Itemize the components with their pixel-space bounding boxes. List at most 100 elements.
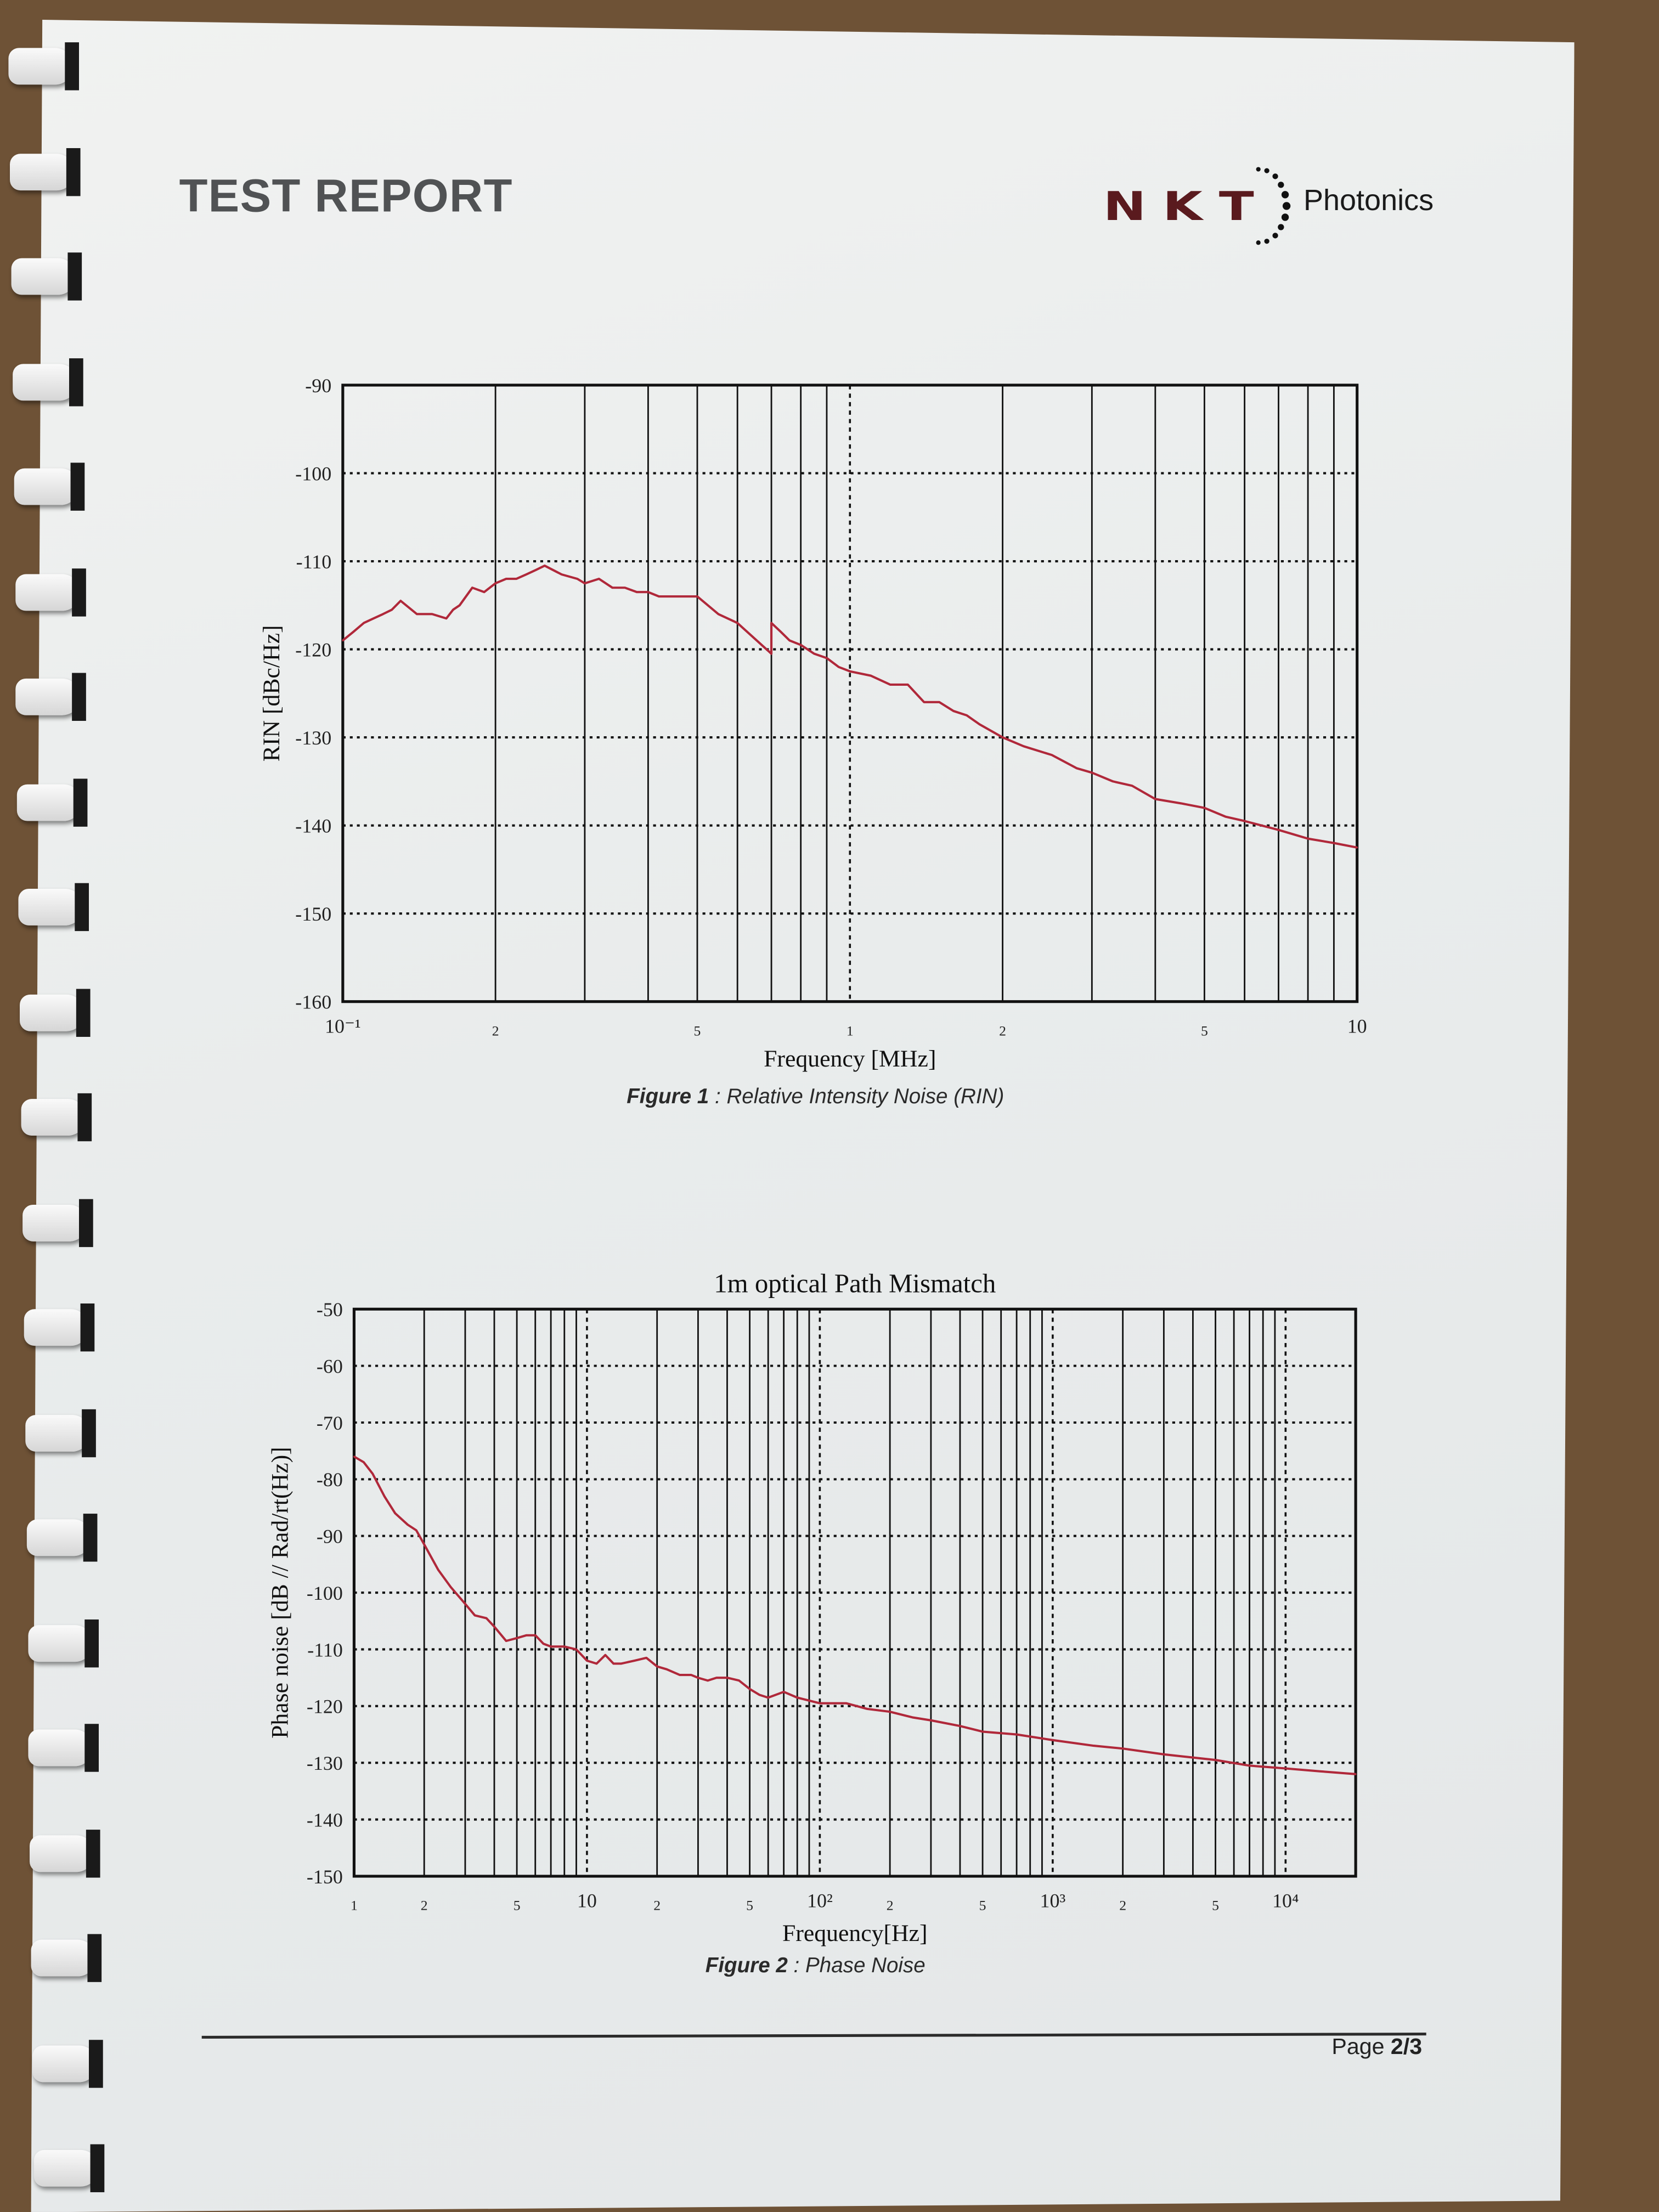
figure-2-caption: Figure 2 : Phase Noise xyxy=(706,1954,926,1978)
x-tick-label: 2 xyxy=(492,1023,499,1039)
data-point xyxy=(736,622,738,624)
x-tick-label: 2 xyxy=(653,1898,661,1914)
x-tick-label: 1 xyxy=(847,1023,854,1039)
binding-ring xyxy=(1,145,100,199)
data-point xyxy=(1093,1745,1095,1747)
data-point xyxy=(1076,767,1078,769)
data-point xyxy=(407,1523,409,1526)
data-point xyxy=(1154,798,1156,800)
y-tick-label: -50 xyxy=(317,1299,343,1321)
data-point xyxy=(783,1691,785,1693)
binding-ring xyxy=(4,355,103,409)
y-tick-label: -90 xyxy=(317,1526,343,1548)
data-point xyxy=(445,617,448,619)
plot-frame xyxy=(341,383,1359,1003)
data-point xyxy=(978,723,980,725)
binding-ring xyxy=(12,985,110,1039)
data-point xyxy=(634,1660,636,1662)
data-point xyxy=(516,1637,518,1639)
binding-ring xyxy=(8,670,106,724)
data-point xyxy=(1356,847,1358,849)
data-point xyxy=(1215,1759,1217,1761)
data-point xyxy=(907,684,909,686)
data-point xyxy=(665,1668,668,1671)
data-point xyxy=(870,675,872,677)
data-point xyxy=(813,653,815,655)
series-line xyxy=(353,1455,1356,1775)
logo-dots-icon xyxy=(1256,167,1291,245)
caption-sep: : xyxy=(787,1954,806,1978)
data-point xyxy=(1307,838,1309,840)
x-tick-label: 5 xyxy=(514,1898,521,1914)
data-point xyxy=(1180,802,1182,805)
binding-ring xyxy=(9,775,108,829)
data-point xyxy=(483,591,486,593)
data-point xyxy=(382,613,384,615)
data-point xyxy=(471,586,473,589)
data-point xyxy=(645,1657,647,1659)
data-point xyxy=(690,1674,692,1676)
data-point xyxy=(800,644,802,646)
data-point xyxy=(604,1654,607,1656)
data-point xyxy=(534,569,537,571)
data-point xyxy=(394,1512,396,1514)
data-point xyxy=(707,1679,709,1681)
data-point xyxy=(849,670,851,673)
data-point xyxy=(383,1495,386,1497)
data-point xyxy=(1122,1747,1124,1750)
y-tick-label: -90 xyxy=(305,375,331,397)
y-axis-label: RIN [dBc/Hz] xyxy=(258,625,285,761)
data-point xyxy=(717,613,719,615)
data-point xyxy=(353,1455,355,1458)
data-point xyxy=(826,657,828,659)
data-point xyxy=(563,1645,566,1647)
x-tick-label: 5 xyxy=(1201,1023,1208,1039)
data-point xyxy=(770,622,772,624)
y-tick-label: -150 xyxy=(307,1866,343,1888)
binding-ring xyxy=(7,565,105,619)
y-axis-label: Phase noise [dB // Rad/rt(Hz)] xyxy=(267,1447,294,1739)
y-tick-label: -110 xyxy=(307,1639,343,1661)
figure-1-caption: Figure 1 : Relative Intensity Noise (RIN… xyxy=(627,1085,1004,1109)
x-axis-label: Frequency[Hz] xyxy=(782,1920,928,1946)
y-tick-label: -120 xyxy=(307,1696,343,1718)
data-point xyxy=(1052,1739,1054,1741)
data-point xyxy=(352,630,354,633)
binding-ring xyxy=(24,2036,123,2090)
data-point xyxy=(911,1716,913,1719)
data-point xyxy=(526,1634,528,1637)
binding-ring xyxy=(20,1721,119,1775)
data-point xyxy=(373,617,375,619)
data-point xyxy=(423,1543,425,1545)
data-point xyxy=(575,1648,578,1651)
binding-ring xyxy=(16,1406,115,1459)
data-point xyxy=(959,1725,961,1727)
data-point xyxy=(576,578,578,580)
y-tick-label: -160 xyxy=(295,991,331,1013)
y-tick-label: -100 xyxy=(307,1582,343,1604)
data-point xyxy=(758,1694,760,1696)
x-tick-label: 2 xyxy=(421,1898,428,1914)
data-point xyxy=(550,1645,552,1647)
x-tick-label: 10² xyxy=(807,1890,833,1912)
data-point xyxy=(930,1719,932,1722)
data-point xyxy=(620,1662,622,1664)
data-point xyxy=(647,591,649,593)
data-point xyxy=(1244,820,1246,822)
x-tick-label: 5 xyxy=(1212,1898,1219,1914)
data-point xyxy=(696,595,698,597)
data-point xyxy=(1051,754,1053,756)
x-tick-label: 10³ xyxy=(1040,1890,1065,1912)
binding-ring xyxy=(14,1195,112,1249)
page-number: Page 2/3 xyxy=(1331,2036,1422,2061)
plot-frame xyxy=(352,1307,1357,1878)
x-tick-label: 1 xyxy=(351,1898,358,1914)
nkt-photonics-logo: NKT Photonics xyxy=(1103,163,1456,248)
data-point xyxy=(726,1677,729,1679)
data-point xyxy=(1091,771,1093,774)
data-point xyxy=(544,565,546,567)
